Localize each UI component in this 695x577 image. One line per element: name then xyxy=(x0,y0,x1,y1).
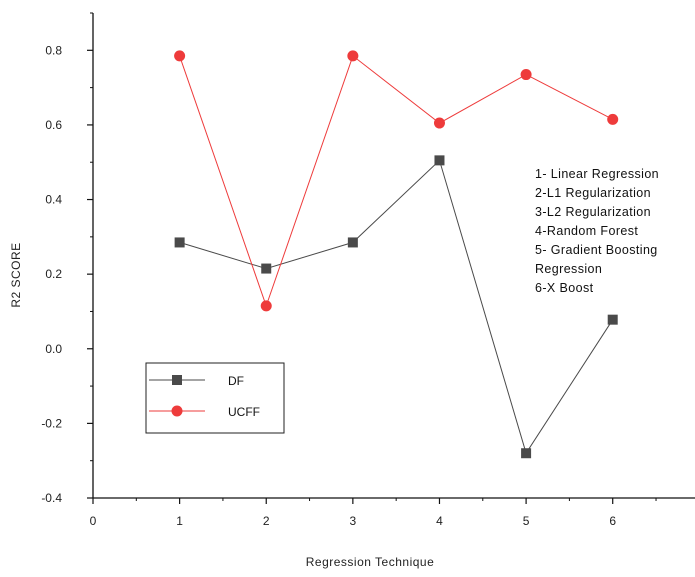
data-point-df xyxy=(261,263,272,274)
data-point-ucff xyxy=(607,113,619,125)
data-point-df xyxy=(607,314,618,325)
data-point-ucff xyxy=(347,50,359,62)
y-tick-label: 0.2 xyxy=(45,267,62,281)
data-point-ucff xyxy=(260,300,272,312)
x-tick-label: 5 xyxy=(523,514,530,528)
legend-label-df: DF xyxy=(228,374,244,388)
data-point-ucff xyxy=(433,117,445,129)
y-tick-label: 0.4 xyxy=(45,193,62,207)
annotation-line: 2-L1 Regularization xyxy=(535,186,651,200)
x-tick-label: 1 xyxy=(176,514,183,528)
data-point-df xyxy=(174,237,185,248)
legend-box xyxy=(145,362,285,434)
legend-label-ucff: UCFF xyxy=(228,405,260,419)
data-point-ucff xyxy=(174,50,186,62)
legend: DF UCFF xyxy=(145,362,285,434)
data-point-ucff xyxy=(520,69,532,81)
data-point-df xyxy=(521,448,532,459)
x-axis-title: Regression Technique xyxy=(306,555,435,569)
annotation-line: 4-Random Forest xyxy=(535,224,638,238)
x-tick-label: 3 xyxy=(350,514,357,528)
data-point-df xyxy=(347,237,358,248)
legend-marker-df xyxy=(172,375,182,385)
annotation-line: 5- Gradient Boosting xyxy=(535,243,658,257)
series-ucff xyxy=(174,50,619,312)
y-tick-label: -0.2 xyxy=(41,416,62,430)
y-tick-label: 0.6 xyxy=(45,118,62,132)
annotation-line: Regression xyxy=(535,262,602,276)
series-layer xyxy=(174,50,619,459)
x-tick-label: 6 xyxy=(609,514,616,528)
x-tick-label: 0 xyxy=(90,514,97,528)
legend-marker-ucff xyxy=(171,405,183,417)
data-point-df xyxy=(434,155,445,166)
y-axis-title: R2 SCORE xyxy=(9,242,23,307)
y-tick-label: 0.8 xyxy=(45,43,62,57)
axes: -0.4 -0.2 0.0 0.2 0.4 0.6 0.8 0 1 2 3 4 5 6 xyxy=(41,12,695,528)
annotation-block: 1- Linear Regression 2-L1 Regularization 3… xyxy=(535,167,659,295)
series-line-ucff xyxy=(179,55,613,308)
annotation-line: 3-L2 Regularization xyxy=(535,205,651,219)
y-tick-label: 0.0 xyxy=(45,342,62,356)
annotation-line: 1- Linear Regression xyxy=(535,167,659,181)
x-tick-label: 4 xyxy=(436,514,443,528)
annotation-line: 6-X Boost xyxy=(535,281,594,295)
y-tick-label: -0.4 xyxy=(41,491,62,505)
x-tick-label: 2 xyxy=(263,514,270,528)
